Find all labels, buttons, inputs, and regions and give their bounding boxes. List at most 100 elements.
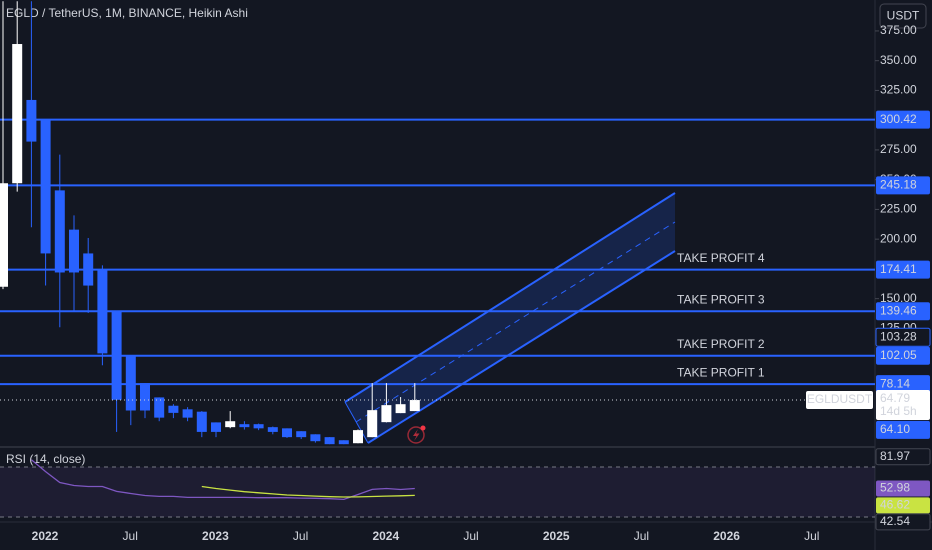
x-tick-label: 2023 <box>202 529 229 543</box>
rsi-value-label: 52.98 <box>880 481 910 495</box>
candle-body <box>310 434 321 442</box>
currency-button[interactable]: USDT <box>879 3 927 29</box>
x-tick-label: 2024 <box>372 529 399 543</box>
rsi-value-box <box>876 497 930 514</box>
level-label: 78.14 <box>880 376 910 390</box>
level-label-box <box>876 260 930 279</box>
candle-body <box>0 183 8 287</box>
candle-body <box>409 400 420 412</box>
level-label: 300.42 <box>880 112 917 126</box>
candle-body <box>12 44 23 184</box>
rsi-line <box>201 485 415 498</box>
currency-label: USDT <box>887 9 920 23</box>
y-tick-label: 350.00 <box>880 53 917 67</box>
rsi-axis-label: 81.97 <box>880 449 910 463</box>
last-price-label: 64.79 <box>880 391 910 405</box>
x-tick-label: Jul <box>804 529 819 543</box>
level-label: 174.41 <box>880 262 917 276</box>
candle-body <box>211 422 221 432</box>
candle-body <box>54 190 65 273</box>
rsi-value-label: 46.62 <box>880 498 910 512</box>
candle-body <box>239 424 250 428</box>
level-note: TAKE PROFIT 1 <box>677 365 765 379</box>
alert-bolt <box>413 429 420 441</box>
candle-body <box>367 410 378 438</box>
candle-body <box>69 229 79 273</box>
symbol-box <box>806 391 873 410</box>
symbol-label: EGLDUSDT <box>807 392 873 406</box>
candle-body <box>140 383 150 411</box>
alert-circle <box>407 426 425 444</box>
candle-body <box>338 440 349 445</box>
x-tick-label: Jul <box>634 529 649 543</box>
x-tick-label: Jul <box>123 529 138 543</box>
y-tick-label: 325.00 <box>880 83 917 97</box>
candle-body <box>83 253 94 286</box>
candle-body <box>353 430 363 444</box>
channel-mid <box>355 221 676 423</box>
candle-body <box>296 431 307 438</box>
y-tick-label: 150.00 <box>880 291 917 305</box>
candle-body <box>381 405 392 423</box>
level-label-box <box>876 110 930 129</box>
level-label-box <box>876 302 930 321</box>
x-tick-label: Jul <box>293 529 308 543</box>
currency-button-frame <box>879 3 927 29</box>
alert-icon[interactable] <box>407 425 426 444</box>
candle-body <box>182 409 193 418</box>
channel-edge <box>344 401 369 444</box>
level-label-box <box>876 176 930 195</box>
x-tick-label: 2025 <box>543 529 570 543</box>
x-tick-label: Jul <box>463 529 478 543</box>
level-label-box <box>876 346 930 365</box>
candle-body <box>267 427 278 432</box>
candle-body <box>40 120 51 254</box>
candle-body <box>282 428 292 438</box>
candle-body <box>125 355 136 411</box>
y-tick-label: 375.00 <box>880 23 917 37</box>
rsi-band <box>0 467 875 517</box>
rsi-axis-box <box>875 448 931 466</box>
candle-body <box>168 405 179 413</box>
level-note: TAKE PROFIT 2 <box>677 337 765 351</box>
candle-body <box>111 311 122 400</box>
candle-body <box>196 411 207 432</box>
parallel-channel[interactable] <box>344 192 676 444</box>
y-tick-label: 200.00 <box>880 231 917 245</box>
alert-dot <box>420 425 426 431</box>
rsi-axis-box <box>875 513 931 531</box>
marker-label: 103.28 <box>880 329 917 343</box>
marker-label-box <box>875 327 931 347</box>
level-label: 245.18 <box>880 178 917 192</box>
y-tick-label: 275.00 <box>880 142 917 156</box>
candle-body <box>97 270 108 354</box>
level-label: 102.05 <box>880 348 917 362</box>
level-label-box <box>876 375 930 394</box>
channel-fill <box>345 193 675 443</box>
candle-body <box>253 424 264 429</box>
rsi-title: RSI (14, close) <box>6 452 85 466</box>
countdown: 14d 5h <box>880 404 917 418</box>
candle-body <box>395 404 406 414</box>
y-tick-label: 225.00 <box>880 202 917 216</box>
candle-body <box>154 397 165 418</box>
candle-body <box>225 421 236 428</box>
x-tick-label: 2026 <box>713 529 740 543</box>
marker-label-box <box>876 420 930 439</box>
x-tick-label: 2022 <box>32 529 59 543</box>
chart-title: EGLD / TetherUS, 1M, BINANCE, Heikin Ash… <box>6 6 248 20</box>
level-note: TAKE PROFIT 4 <box>677 251 765 265</box>
candle-body <box>26 99 37 142</box>
rsi-axis-label: 42.54 <box>880 514 910 528</box>
level-note: TAKE PROFIT 3 <box>677 292 765 306</box>
candle-body <box>324 437 335 445</box>
channel-upper <box>344 192 676 403</box>
marker-label: 64.10 <box>880 422 910 436</box>
last-price-box <box>876 390 930 421</box>
rsi-value-box <box>876 480 930 497</box>
level-label: 139.46 <box>880 303 917 317</box>
